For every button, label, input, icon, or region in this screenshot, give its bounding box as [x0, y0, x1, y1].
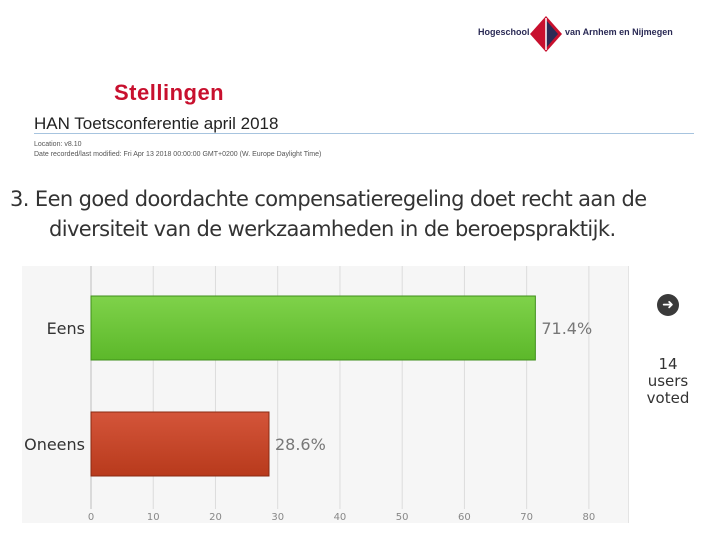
- category-label: Oneens: [24, 435, 85, 454]
- poll-question: 3. Een goed doordachte compensatieregeli…: [10, 184, 650, 244]
- x-tick-label: 80: [583, 512, 596, 523]
- x-tick-label: 20: [209, 512, 222, 523]
- votes-number: 14: [658, 355, 678, 373]
- arrow-right-circle-icon[interactable]: ➜: [657, 294, 679, 316]
- poll-divider: [34, 133, 694, 134]
- votes-label-users: users: [647, 372, 689, 390]
- votes-label-voted: voted: [646, 389, 690, 407]
- poll-date: Date recorded/last modified: Fri Apr 13 …: [34, 151, 322, 158]
- value-label: 71.4%: [541, 319, 592, 338]
- category-label: Eens: [47, 319, 85, 338]
- bar-eens: [90, 295, 536, 361]
- value-label: 28.6%: [275, 435, 326, 454]
- slide-title: Stellingen: [114, 80, 225, 105]
- x-tick-label: 0: [88, 512, 94, 523]
- x-tick-label: 40: [334, 512, 347, 523]
- x-tick-label: 50: [396, 512, 409, 523]
- results-chart-panel: 0 10 20 30 40 50 60 70 80 Eens 71.4% Oneens 28.6%: [22, 266, 629, 523]
- x-tick-label: 30: [271, 512, 284, 523]
- question-line-2: diversiteit van de werkzaamheden in de b…: [49, 217, 616, 241]
- x-tick-label: 10: [147, 512, 160, 523]
- results-chart: 0 10 20 30 40 50 60 70 80 Eens 71.4% Oneens 28.6%: [24, 266, 596, 523]
- votes-count: 14 users voted: [640, 356, 696, 407]
- han-logo-icon: [530, 16, 562, 52]
- poll-location: Location: v8.10: [34, 141, 82, 148]
- bar-oneens: [90, 411, 270, 477]
- han-logo: Hogeschool van Arnhem en Nijmegen: [478, 14, 678, 54]
- x-tick-label: 70: [520, 512, 533, 523]
- logo-text-right: van Arnhem en Nijmegen: [565, 27, 673, 37]
- logo-text-left: Hogeschool: [478, 27, 530, 37]
- question-line-1: 3. Een goed doordachte compensatieregeli…: [10, 187, 647, 211]
- poll-name: HAN Toetsconferentie april 2018: [34, 114, 279, 133]
- x-tick-label: 60: [458, 512, 471, 523]
